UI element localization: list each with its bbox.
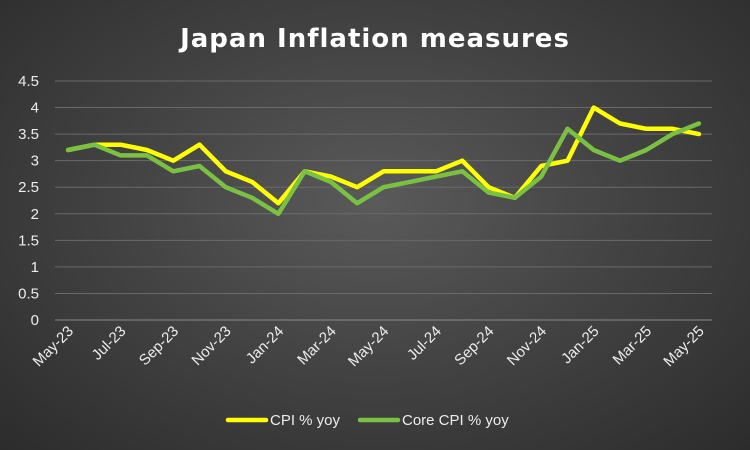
y-tick-label: 2 [31,206,39,223]
y-tick-label: 2.5 [18,179,39,196]
x-tick-label: May-23 [30,323,77,370]
grid-layer [55,80,712,321]
y-tick-label: 4 [31,100,39,117]
y-tick-label: 1 [31,259,39,276]
x-tick-label: Jul-23 [89,323,130,364]
x-tick-label: Mar-24 [294,323,340,369]
x-tick-label: Mar-25 [610,323,656,369]
x-tick-label: Jul-24 [404,323,445,364]
legend: CPI % yoy Core CPI % yoy [225,412,509,429]
x-tick-label: May-24 [345,323,392,370]
x-tick-label: Nov-24 [504,323,550,369]
x-tick-label: Nov-23 [188,323,234,369]
x-tick-label: Sep-24 [451,323,497,369]
legend-item-cpi-label: CPI % yoy [270,412,341,429]
series-line-core-cpi [65,121,702,217]
x-tick-label: Sep-23 [136,323,182,369]
y-tick-label: 0.5 [18,285,39,302]
series-layer [65,105,702,217]
series-line-cpi [65,105,702,206]
x-tick-label: Jan-24 [243,323,287,367]
x-tick-label: May-25 [660,323,707,370]
y-tick-label: 3.5 [18,126,39,143]
chart-title: Japan Inflation measures [178,24,570,54]
x-tick-label: Jan-25 [558,323,602,367]
y-tick-label: 1.5 [18,232,39,249]
y-tick-label: 3 [31,153,39,170]
y-tick-label: 4.5 [18,73,39,90]
legend-item-core-cpi-label: Core CPI % yoy [402,412,509,429]
y-tick-label: 0 [31,312,39,329]
